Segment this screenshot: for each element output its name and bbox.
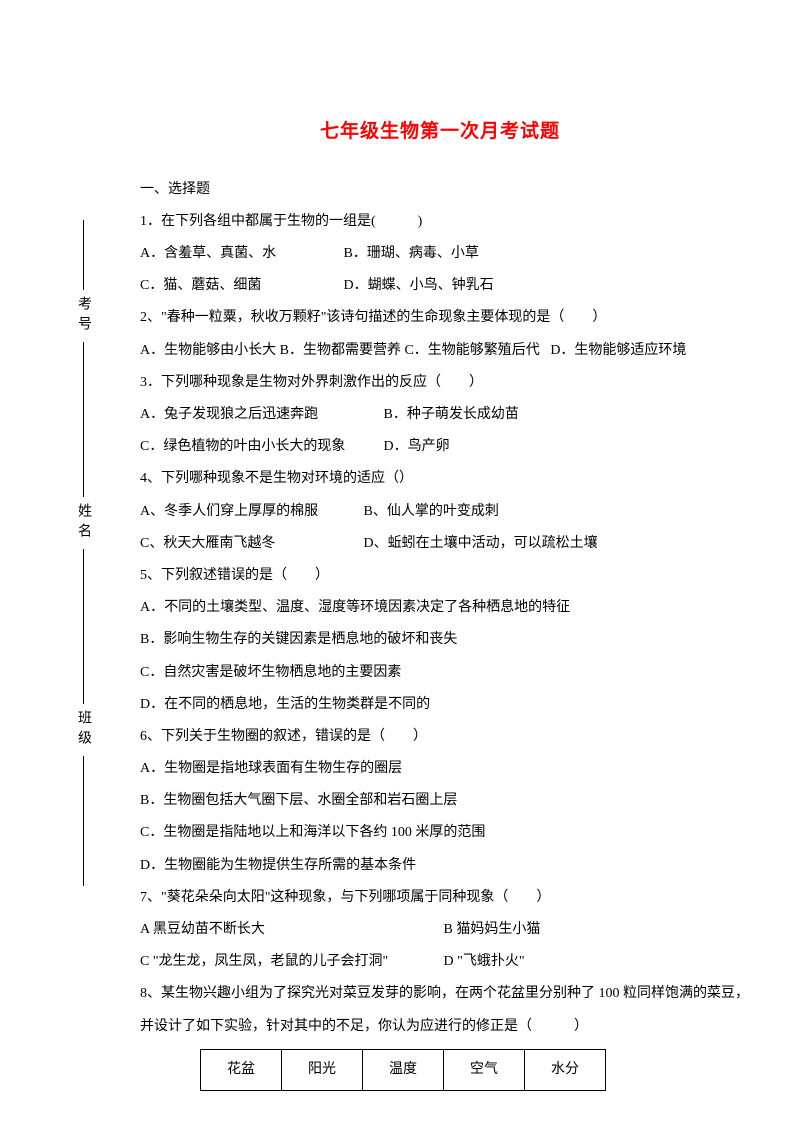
q5-opt-a: A．不同的土壤类型、温度、湿度等环境因素决定了各种栖息地的特征 <box>140 592 740 624</box>
table-row: 花盆 阳光 温度 空气 水分 <box>201 1049 606 1090</box>
q4-row1: A、冬季人们穿上厚厚的棉服 B、仙人掌的叶变成刺 <box>140 496 740 528</box>
q1-opt-b: B．珊瑚、病毒、小草 <box>344 238 479 270</box>
q6-opt-a: A．生物圈是指地球表面有生物生存的圈层 <box>140 753 740 785</box>
table-header: 温度 <box>363 1049 444 1090</box>
section-heading: 一、选择题 <box>140 174 740 206</box>
q6-opt-b: B．生物圈包括大气圈下层、水圈全部和岩石圈上层 <box>140 785 740 817</box>
q3-stem: 3．下列哪种现象是生物对外界刺激作出的反应（ ） <box>140 367 740 399</box>
q8-stem1: 8、某生物兴趣小组为了探究光对菜豆发芽的影响，在两个花盆里分别种了 100 粒同… <box>140 978 740 1010</box>
q5-opt-d: D．在不同的栖息地，生活的生物类群是不同的 <box>140 689 740 721</box>
q3-row2: C．绿色植物的叶由小长大的现象 D．鸟产卵 <box>140 431 740 463</box>
sidebar-label-examno: 考号 <box>73 296 93 336</box>
q1-row2: C．猫、蘑菇、细菌 D．蝴蝶、小鸟、钟乳石 <box>140 270 740 302</box>
q7-opt-a: A 黑豆幼苗不断长大 <box>140 914 440 946</box>
q3-opt-b: B．种子萌发长成幼苗 <box>384 399 519 431</box>
table-header: 水分 <box>525 1049 606 1090</box>
sidebar-line <box>83 549 84 704</box>
q4-opt-c: C、秋天大雁南飞越冬 <box>140 528 360 560</box>
q4-row2: C、秋天大雁南飞越冬 D、蚯蚓在土壤中活动，可以疏松土壤 <box>140 528 740 560</box>
table-header: 花盆 <box>201 1049 282 1090</box>
q3-opt-c: C．绿色植物的叶由小长大的现象 <box>140 431 380 463</box>
q7-opt-d: D "飞蛾扑火" <box>444 946 525 978</box>
q4-opt-d: D、蚯蚓在土壤中活动，可以疏松土壤 <box>364 528 598 560</box>
q2-opt-b: B．生物都需要营养 <box>280 343 401 358</box>
sidebar-line <box>83 220 84 290</box>
q8-stem2: 并设计了如下实验，针对其中的不足，你认为应进行的修正是（ ） <box>140 1011 740 1043</box>
q4-opt-a: A、冬季人们穿上厚厚的棉服 <box>140 496 360 528</box>
sidebar-label-name: 姓名 <box>73 503 93 543</box>
q7-stem: 7、"葵花朵朵向太阳"这种现象，与下列哪项属于同种现象（ ） <box>140 882 740 914</box>
page-title: 七年级生物第一次月考试题 <box>140 110 740 154</box>
q2-opt-c: C．生物能够繁殖后代 <box>404 343 539 358</box>
q2-stem: 2、"春种一粒粟，秋收万颗籽"该诗句描述的生命现象主要体现的是（ ） <box>140 302 740 334</box>
q1-opt-c: C．猫、蘑菇、细菌 <box>140 270 340 302</box>
table-header: 空气 <box>444 1049 525 1090</box>
q7-row1: A 黑豆幼苗不断长大 B 猫妈妈生小猫 <box>140 914 740 946</box>
experiment-table: 花盆 阳光 温度 空气 水分 <box>200 1049 606 1091</box>
q7-opt-c: C "龙生龙，凤生凤，老鼠的儿子会打洞" <box>140 946 440 978</box>
q3-opt-a: A．兔子发现狼之后迅速奔跑 <box>140 399 380 431</box>
q5-stem: 5、下列叙述错误的是（ ） <box>140 560 740 592</box>
q1-opt-a: A．含羞草、真菌、水 <box>140 238 340 270</box>
sidebar-form: 考号 姓名 班级 <box>68 220 98 886</box>
q3-opt-d: D．鸟产卵 <box>384 431 450 463</box>
sidebar-line <box>83 342 84 497</box>
q1-opt-d: D．蝴蝶、小鸟、钟乳石 <box>344 270 494 302</box>
q7-row2: C "龙生龙，凤生凤，老鼠的儿子会打洞" D "飞蛾扑火" <box>140 946 740 978</box>
q5-opt-b: B．影响生物生存的关键因素是栖息地的破坏和丧失 <box>140 624 740 656</box>
q6-stem: 6、下列关于生物圈的叙述，错误的是（ ） <box>140 721 740 753</box>
q6-opt-d: D．生物圈能为生物提供生存所需的基本条件 <box>140 850 740 882</box>
q2-opt-a: A．生物能够由小长大 <box>140 343 276 358</box>
q6-opt-c: C．生物圈是指陆地以上和海洋以下各约 100 米厚的范围 <box>140 817 740 849</box>
table-header: 阳光 <box>282 1049 363 1090</box>
q3-row1: A．兔子发现狼之后迅速奔跑 B．种子萌发长成幼苗 <box>140 399 740 431</box>
q1-stem: 1．在下列各组中都属于生物的一组是( ) <box>140 206 740 238</box>
q1-row1: A．含羞草、真菌、水 B．珊瑚、病毒、小草 <box>140 238 740 270</box>
exam-page: 七年级生物第一次月考试题 一、选择题 1．在下列各组中都属于生物的一组是( ) … <box>0 0 800 1131</box>
q5-opt-c: C．自然灾害是破坏生物栖息地的主要因素 <box>140 657 740 689</box>
sidebar-line <box>83 756 84 886</box>
sidebar-label-class: 班级 <box>73 710 93 750</box>
q2-opt-d: D．生物能够适应环境 <box>550 343 686 358</box>
q4-opt-b: B、仙人掌的叶变成刺 <box>364 496 499 528</box>
q2-opts: A．生物能够由小长大 B．生物都需要营养 C．生物能够繁殖后代 D．生物能够适应… <box>140 335 740 367</box>
q7-opt-b: B 猫妈妈生小猫 <box>444 914 541 946</box>
q4-stem: 4、下列哪种现象不是生物对环境的适应（） <box>140 463 740 495</box>
